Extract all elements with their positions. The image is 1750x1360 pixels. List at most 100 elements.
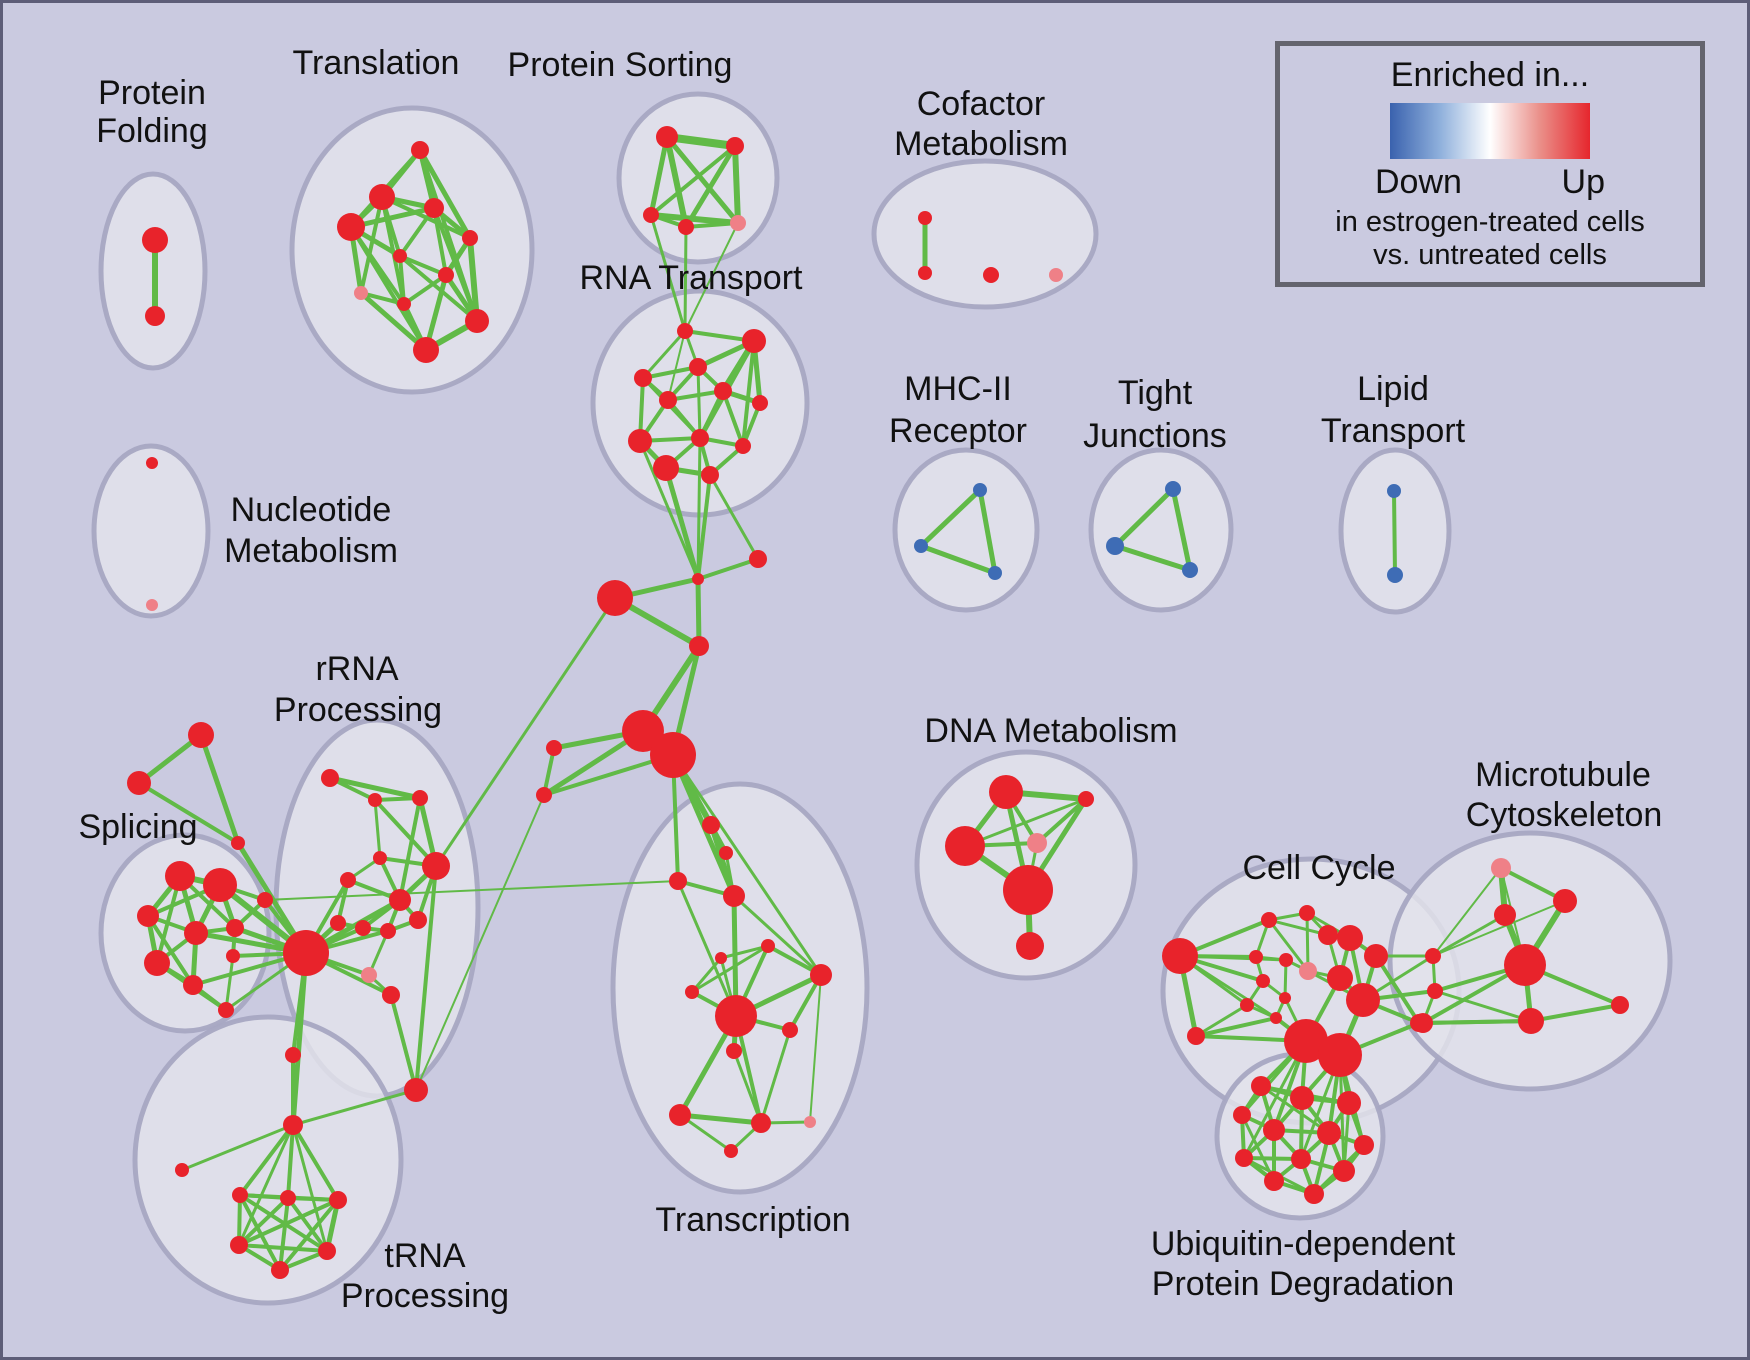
network-edge — [690, 944, 770, 994]
cluster-mhc-ii-receptor-ellipse — [892, 447, 1040, 613]
network-node — [742, 329, 766, 353]
network-node — [354, 286, 368, 300]
network-node — [628, 429, 652, 453]
cluster-ubiquitin-degradation-label-line-2: Protein Degradation — [1152, 1265, 1454, 1303]
cluster-trna-processing-label-line-2: Processing — [341, 1277, 509, 1315]
network-node — [218, 1002, 234, 1018]
network-edge — [264, 880, 679, 901]
network-node — [702, 816, 720, 834]
legend-subtitle-line2: vs. untreated cells — [1373, 239, 1607, 271]
network-edge — [1035, 797, 1088, 845]
network-node — [536, 787, 552, 803]
network-node — [1027, 833, 1047, 853]
network-node — [1553, 889, 1577, 913]
cluster-protein-sorting-label-line-1: Protein Sorting — [508, 46, 733, 84]
network-edge — [1374, 954, 1421, 1025]
network-node — [914, 539, 928, 553]
network-node — [373, 851, 387, 865]
network-node — [643, 207, 659, 223]
network-node — [1264, 1171, 1284, 1191]
network-edge — [402, 273, 448, 306]
cluster-mhc-ii-receptor-label-line-1: MHC-II — [904, 370, 1012, 408]
network-node — [730, 215, 746, 231]
cluster-rrna-processing-label-line-1: rRNA — [315, 650, 398, 688]
network-node — [1251, 1076, 1271, 1096]
network-node — [368, 793, 382, 807]
network-edge — [224, 954, 235, 1012]
network-node — [669, 872, 687, 890]
network-edge — [684, 222, 739, 332]
network-edge — [676, 879, 738, 1018]
network-node — [127, 771, 151, 795]
network-node — [689, 358, 707, 376]
network-edge — [198, 732, 241, 846]
cluster-transcription-ellipse — [610, 781, 870, 1195]
cluster-ubiquitin-degradation-label-line-1: Ubiquitin-dependent — [1151, 1225, 1456, 1263]
network-node — [659, 391, 677, 409]
cluster-translation-label-line-1: Translation — [293, 44, 460, 82]
network-node — [1518, 1008, 1544, 1034]
cluster-cofactor-metabolism-label-line-2: Metabolism — [894, 125, 1068, 163]
network-edge — [649, 144, 737, 217]
network-node — [1233, 1106, 1251, 1124]
network-node — [1279, 953, 1293, 967]
network-edge — [641, 329, 687, 380]
legend-title: Enriched in... — [1390, 56, 1590, 94]
network-node — [1318, 925, 1338, 945]
network-node — [1491, 858, 1511, 878]
network-node — [782, 1022, 798, 1038]
network-edge — [290, 950, 309, 1128]
network-edge — [359, 195, 384, 295]
network-edge — [1433, 989, 1533, 1023]
network-node — [1333, 1160, 1355, 1182]
network-node — [283, 930, 329, 976]
network-node — [283, 1115, 303, 1135]
cluster-microtubule-cytoskeleton-label-line-1: Microtubule — [1475, 756, 1651, 794]
network-edge — [1170, 486, 1193, 573]
network-node — [329, 1191, 347, 1209]
network-node — [715, 952, 727, 964]
network-node — [355, 920, 371, 936]
network-node — [1427, 983, 1443, 999]
network-edge — [238, 1193, 282, 1272]
network-edge — [1112, 486, 1176, 549]
network-node — [1249, 950, 1263, 964]
network-node — [175, 1163, 189, 1177]
network-node — [752, 395, 768, 411]
network-node — [232, 1187, 248, 1203]
cluster-splicing-label-line-1: Splicing — [78, 808, 197, 846]
network-node — [231, 836, 245, 850]
network-edge — [389, 993, 418, 1092]
network-node — [146, 599, 158, 611]
cluster-dna-metabolism-label-line-1: DNA Metabolism — [924, 712, 1177, 750]
network-node — [230, 1236, 248, 1254]
network-node — [1106, 537, 1124, 555]
network-edge — [696, 557, 760, 581]
cluster-transcription-label-line-1: Transcription — [655, 1201, 850, 1239]
network-node — [1413, 1013, 1433, 1033]
network-node — [1187, 1027, 1205, 1045]
network-edge — [664, 134, 689, 230]
network-node — [1354, 1135, 1374, 1155]
network-node — [1162, 938, 1198, 974]
network-node — [397, 297, 411, 311]
cluster-tight-junctions-label-line-1: Tight — [1118, 374, 1193, 412]
network-edge — [690, 956, 723, 994]
network-edge — [237, 1243, 329, 1253]
network-edge — [759, 1028, 792, 1125]
network-node — [1290, 1086, 1314, 1110]
network-node — [1165, 481, 1181, 497]
network-edge — [359, 291, 406, 306]
network-edge — [732, 143, 741, 226]
network-edge — [1178, 954, 1278, 1020]
network-node — [404, 1078, 428, 1102]
network-node — [409, 911, 427, 929]
network-edge — [180, 1123, 295, 1172]
network-node — [1270, 1012, 1282, 1024]
network-edge — [237, 1196, 290, 1247]
cluster-microtubule-cytoskeleton-label-line-2: Cytoskeleton — [1466, 796, 1663, 834]
network-node — [1337, 925, 1363, 951]
network-node — [1299, 962, 1317, 980]
network-edge — [696, 436, 702, 581]
network-node — [1261, 912, 1277, 928]
